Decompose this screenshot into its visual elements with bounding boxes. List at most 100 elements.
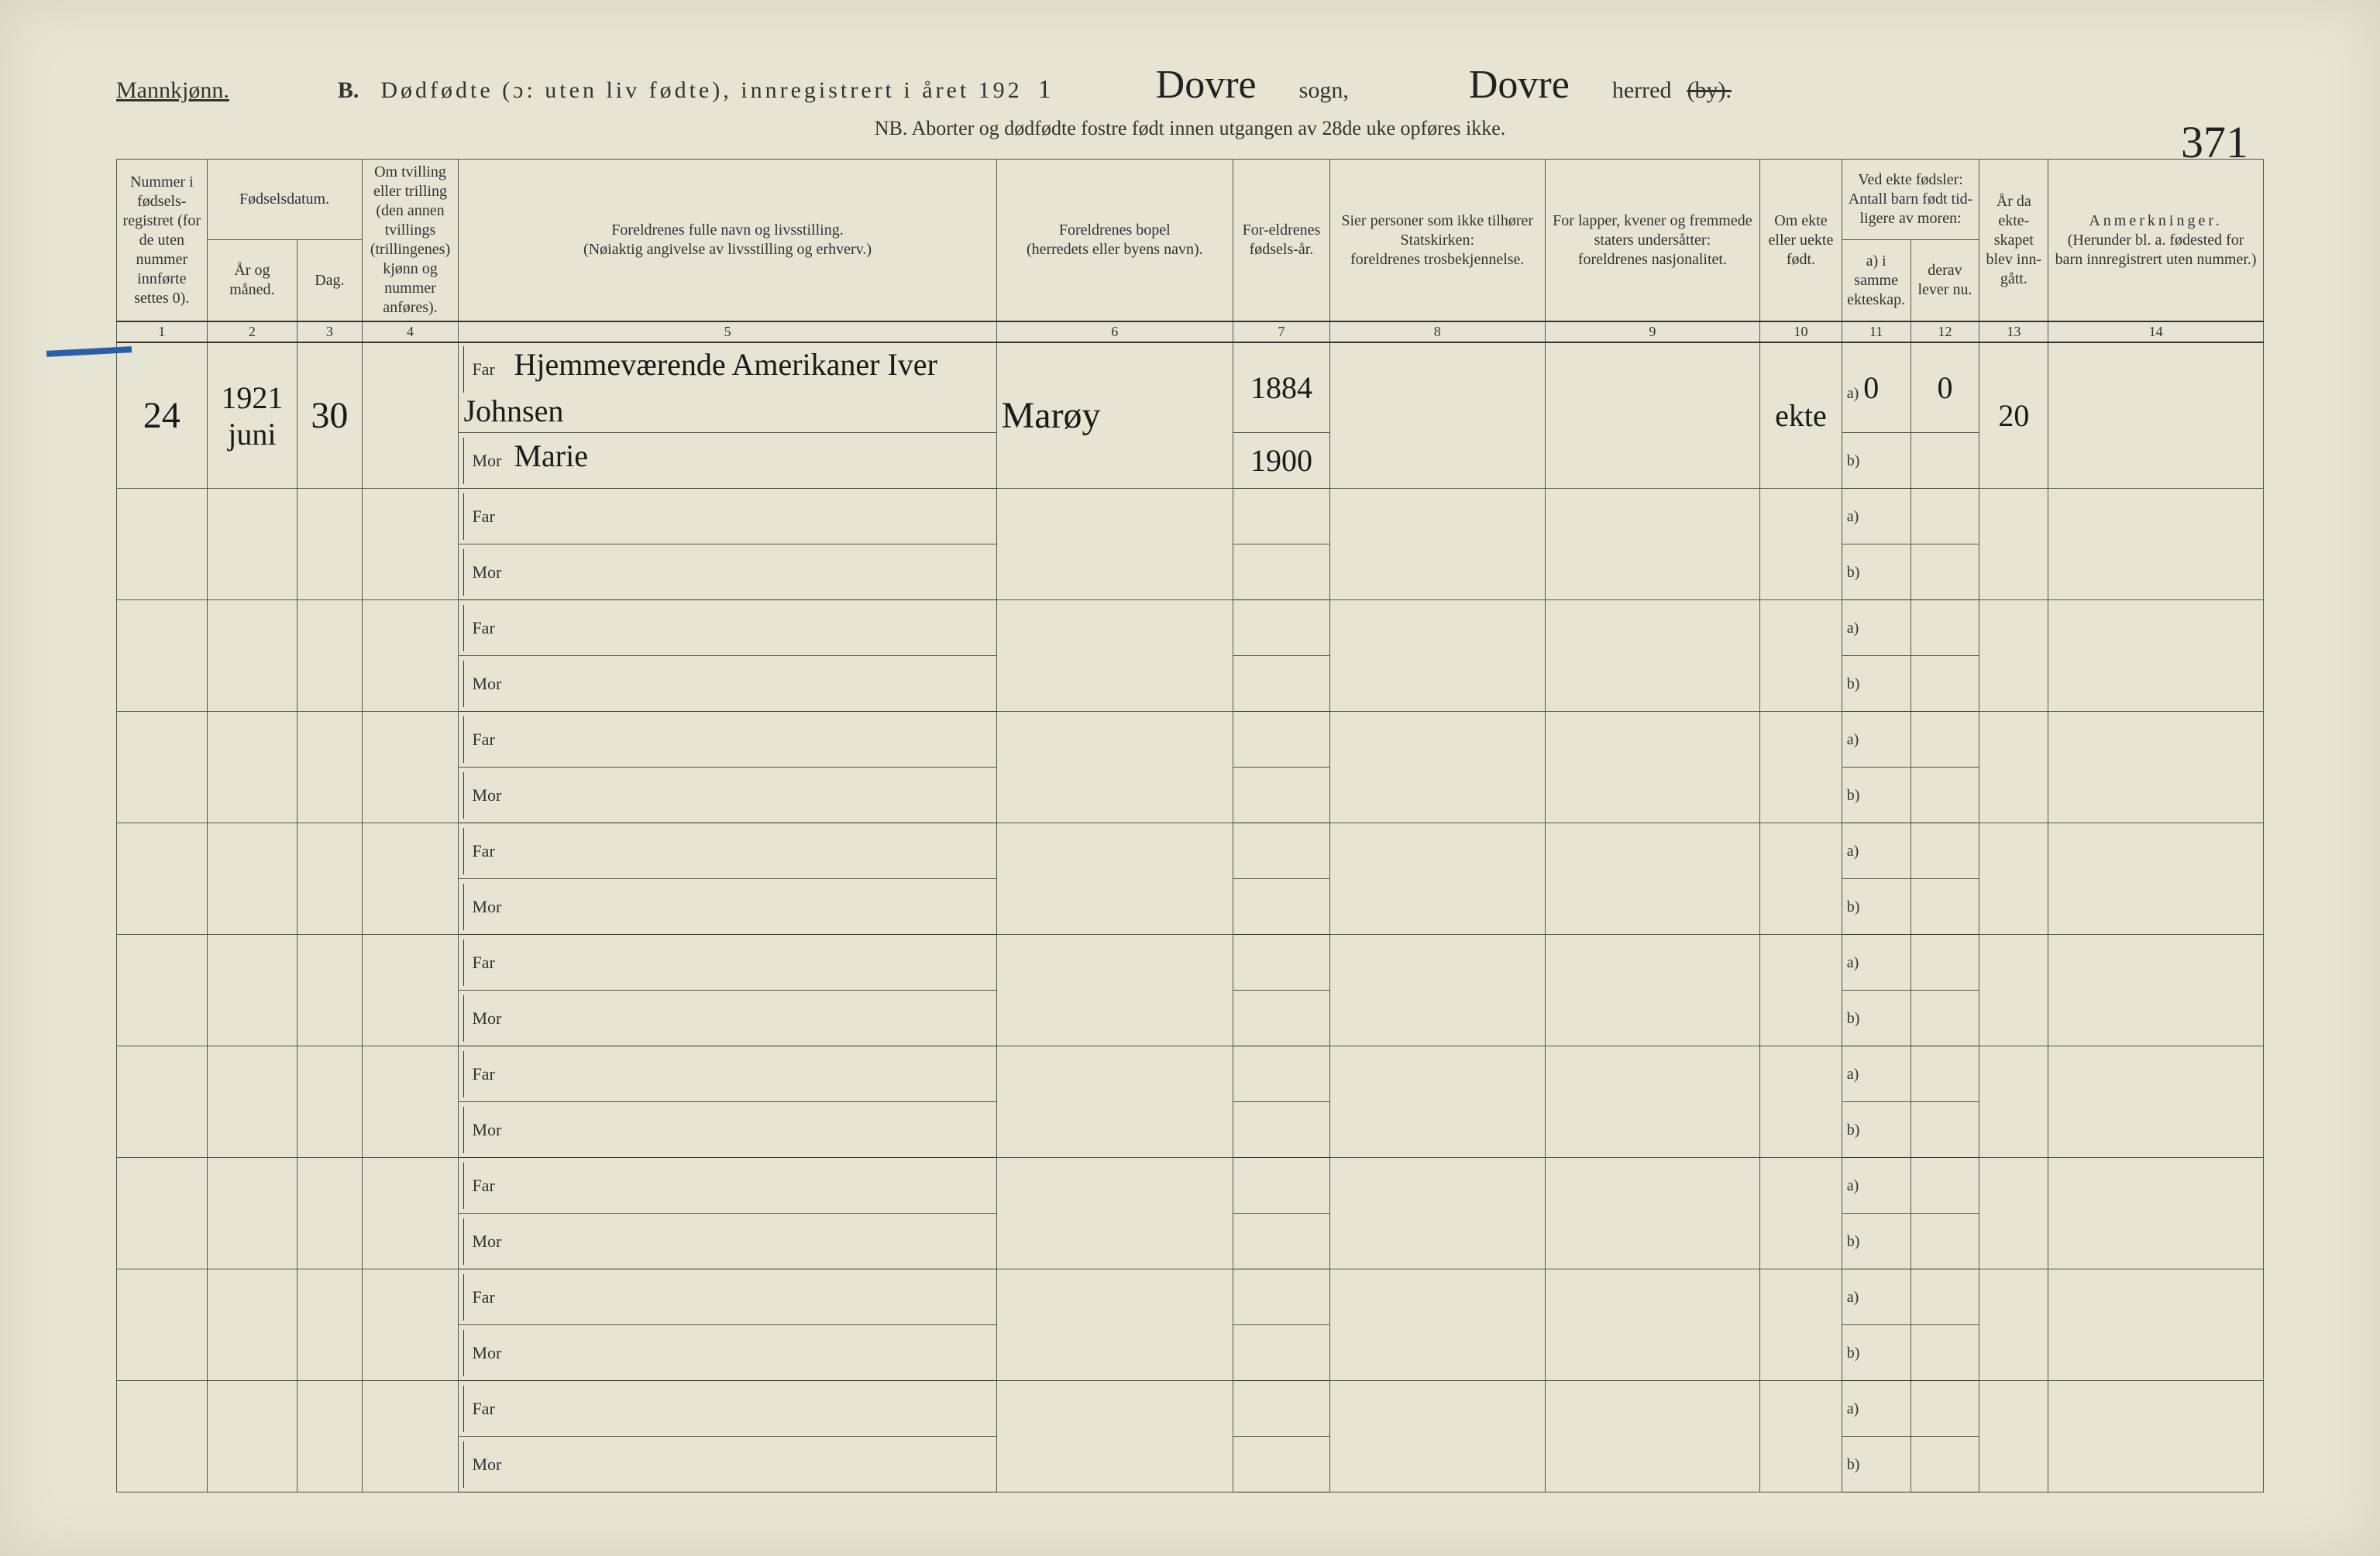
cell-day (298, 1269, 362, 1381)
cell-mor-name: Mor (459, 1325, 996, 1381)
cell-ekte (1760, 1269, 1842, 1381)
table-row: Far a) (117, 712, 2264, 768)
cell-tros (1329, 1046, 1545, 1158)
cell-year-month: 1921juni (207, 342, 298, 489)
cell-bopel (996, 489, 1233, 600)
cell-year-month (207, 1158, 298, 1269)
cell-a-derav (1911, 935, 1979, 991)
herred-value: Dovre (1442, 62, 1597, 108)
cell-ekte (1760, 1381, 1842, 1492)
cell-day (298, 489, 362, 600)
header-title-line: Mannkjønn. B. Dødfødte (ɔ: uten liv født… (116, 62, 2264, 108)
cell-mor-birth (1233, 1214, 1329, 1269)
cell-nasj (1545, 823, 1760, 935)
cell-ekte (1760, 823, 1842, 935)
cell-b-tid: b) (1842, 1437, 1911, 1492)
cell-far-name: Far (459, 1381, 996, 1437)
cell-far-birth (1233, 1046, 1329, 1102)
cell-num (117, 1158, 208, 1269)
col-5-sub: (Nøiaktig angivelse av livsstilling og e… (583, 241, 872, 258)
table-row: Far a) (117, 935, 2264, 991)
cell-tros (1329, 712, 1545, 823)
cell-twin (362, 712, 459, 823)
cell-a-derav (1911, 1269, 1979, 1325)
cell-far-name: Far (459, 1046, 996, 1102)
cell-tros (1329, 342, 1545, 489)
cell-far-birth (1233, 823, 1329, 879)
cell-b-derav (1911, 991, 1979, 1046)
cell-bopel (996, 1158, 1233, 1269)
cell-a-derav (1911, 600, 1979, 656)
sogn-label: sogn, (1299, 77, 1349, 104)
ledger-page: 371 Mannkjønn. B. Dødfødte (ɔ: uten liv … (0, 0, 2380, 1556)
cell-a-same: a) (1842, 935, 1911, 991)
cell-mor-birth (1233, 768, 1329, 823)
colnum: 10 (1760, 321, 1842, 342)
col-6-header: Foreldrenes bopel (herredets eller byens… (996, 160, 1233, 322)
cell-day (298, 935, 362, 1046)
cell-anm (2048, 489, 2264, 600)
cell-tros (1329, 1158, 1545, 1269)
cell-tros (1329, 823, 1545, 935)
cell-bopel (996, 1381, 1233, 1492)
cell-far-name: Far (459, 712, 996, 768)
cell-far-name: Far (459, 823, 996, 879)
col-5-header: Foreldrenes fulle navn og livsstilling. … (459, 160, 996, 322)
cell-mor-name: Mor (459, 1437, 996, 1492)
year-suffix: 1 (1038, 75, 1051, 105)
cell-ekte (1760, 935, 1842, 1046)
cell-num: 24 (117, 342, 208, 489)
colnum: 3 (298, 321, 362, 342)
cell-year-month (207, 935, 298, 1046)
col-6-top: Foreldrenes bopel (1059, 222, 1171, 239)
cell-twin (362, 600, 459, 712)
cell-b-tid: b) (1842, 991, 1911, 1046)
cell-b-derav (1911, 656, 1979, 712)
cell-year-month (207, 489, 298, 600)
cell-year-married (1979, 600, 2048, 712)
table-row: Far a) (117, 489, 2264, 544)
table-body: 241921juni30Far Hjemmeværende Amerikaner… (117, 342, 2264, 1492)
cell-num (117, 600, 208, 712)
cell-mor-name: Mor (459, 768, 996, 823)
cell-nasj (1545, 935, 1760, 1046)
cell-year-month (207, 1269, 298, 1381)
sogn-value: Dovre (1129, 62, 1284, 108)
cell-year-married (1979, 823, 2048, 935)
cell-b-tid: b) (1842, 1214, 1911, 1269)
cell-year-married: 20 (1979, 342, 2048, 489)
by-struck: (by). (1687, 77, 1731, 104)
cell-twin (362, 1046, 459, 1158)
cell-b-derav (1911, 544, 1979, 600)
cell-year-month (207, 600, 298, 712)
colnum: 13 (1979, 321, 2048, 342)
cell-day (298, 1381, 362, 1492)
cell-a-derav (1911, 712, 1979, 768)
col-9-header: For lapper, kvener og fremmede staters u… (1545, 160, 1760, 322)
col-8-top: Sier personer som ikke tilhører Statskir… (1341, 212, 1533, 249)
cell-year-month (207, 712, 298, 823)
cell-a-derav (1911, 489, 1979, 544)
cell-mor-birth (1233, 656, 1329, 712)
colnum: 2 (207, 321, 298, 342)
cell-far-name: Far (459, 489, 996, 544)
cell-nasj (1545, 1046, 1760, 1158)
cell-far-name: Far (459, 1158, 996, 1214)
column-number-row: 1 2 3 4 5 6 7 8 9 10 11 12 13 14 (117, 321, 2264, 342)
cell-nasj (1545, 1381, 1760, 1492)
table-row: Far a) (117, 823, 2264, 879)
cell-a-same: a) (1842, 600, 1911, 656)
cell-a-same: a) (1842, 1269, 1911, 1325)
cell-a-derav (1911, 823, 1979, 879)
cell-anm (2048, 1158, 2264, 1269)
cell-anm (2048, 600, 2264, 712)
cell-twin (362, 489, 459, 600)
colnum: 11 (1842, 321, 1911, 342)
cell-num (117, 1046, 208, 1158)
col-2a-header: År og måned. (207, 240, 298, 321)
col-14-top: Anmerkninger. (2089, 212, 2223, 229)
cell-b-derav (1911, 433, 1979, 489)
cell-anm (2048, 823, 2264, 935)
cell-nasj (1545, 489, 1760, 600)
cell-far-birth (1233, 600, 1329, 656)
